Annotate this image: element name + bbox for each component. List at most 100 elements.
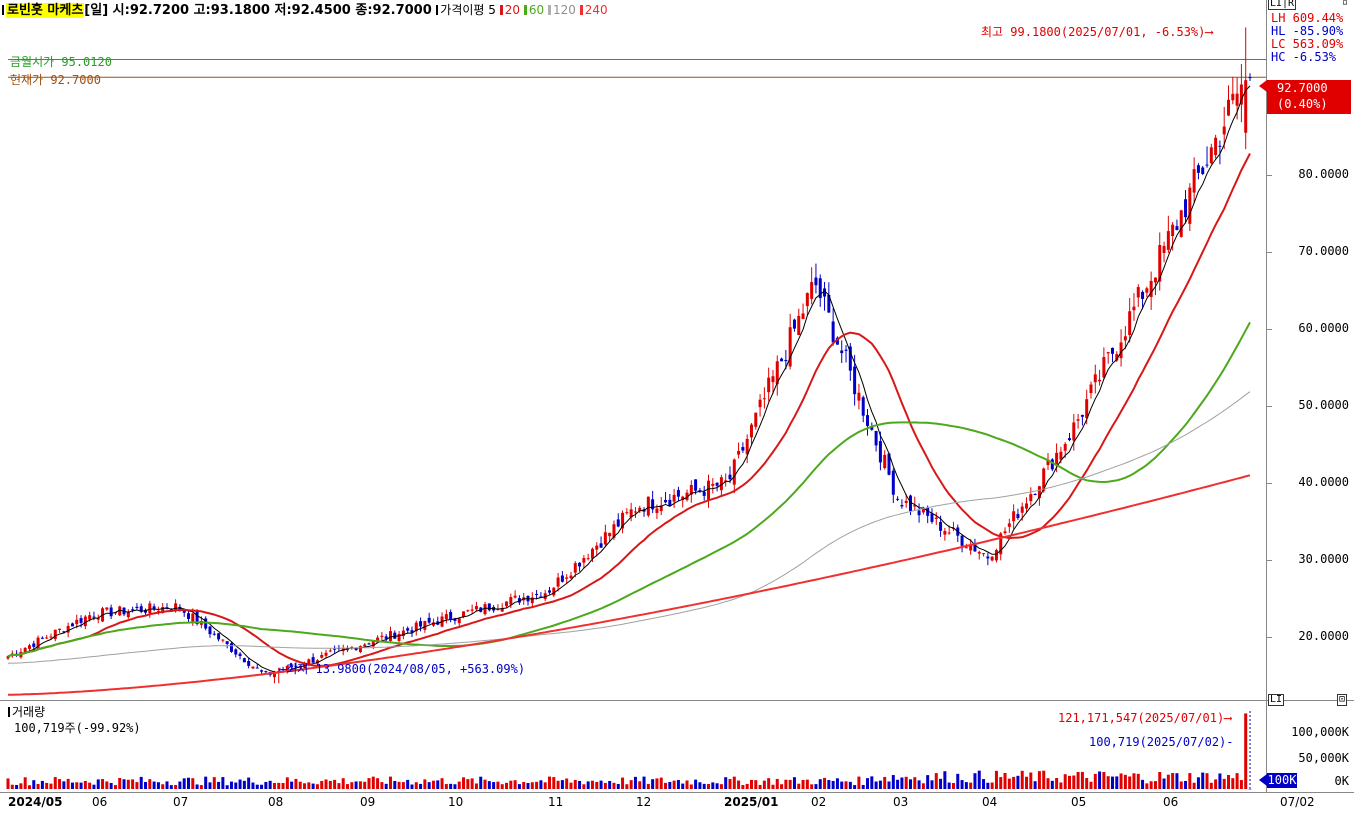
candle-body: [251, 666, 255, 669]
volume-bar: [951, 783, 955, 789]
volume-bar: [1149, 781, 1153, 789]
candle-body: [947, 532, 951, 534]
volume-bar: [947, 782, 951, 789]
volume-bar: [973, 773, 977, 789]
ma-title: 가격이평: [440, 3, 485, 17]
period-label[interactable]: [일]: [84, 3, 109, 18]
volume-bar: [58, 779, 62, 789]
volume-bar: [92, 784, 96, 789]
volume-axis[interactable]: LI ⊡ 100,000K 50,000K 100K 0K: [1259, 694, 1354, 793]
volume-bar: [1055, 777, 1059, 789]
candle-body: [633, 511, 637, 513]
volume-bar: [444, 784, 448, 789]
volume-bar: [642, 776, 646, 789]
candle-body: [186, 613, 190, 619]
stock-name[interactable]: 로빈훗 마케츠: [6, 3, 85, 18]
volume-chart-canvas[interactable]: [0, 700, 1266, 793]
candle-body: [367, 643, 371, 645]
volume-bar: [767, 778, 771, 789]
volume-bar: [75, 782, 79, 789]
volume-bar: [659, 777, 663, 789]
candle-body: [681, 496, 685, 500]
volume-bar: [728, 779, 732, 789]
candle-body: [818, 278, 822, 299]
candle-body: [354, 648, 358, 651]
candle-body: [1162, 245, 1166, 253]
candle-body: [827, 294, 831, 313]
candle-body: [294, 665, 298, 667]
volume-bar: [1093, 773, 1097, 789]
candle-body: [376, 637, 380, 643]
candle-body: [848, 346, 852, 371]
candle-body: [272, 672, 276, 678]
price-chart-canvas[interactable]: [0, 0, 1266, 700]
volume-bar: [578, 780, 582, 789]
price-tick-mark: [1267, 329, 1272, 331]
candle-body: [53, 629, 57, 640]
volume-bar: [771, 784, 775, 789]
volume-value: 100,719주(-99.92%): [14, 721, 141, 735]
candle-body: [754, 412, 758, 427]
volume-bar: [857, 776, 861, 789]
price-axis[interactable]: LI|R ▫ LH 609.44% HL -85.90% LC 563.09% …: [1259, 0, 1354, 700]
ma-legend[interactable]: 가격이평 5 20 60 120 240: [436, 3, 608, 17]
volume-bar: [225, 785, 229, 789]
candle-body: [58, 628, 62, 630]
volume-bar: [268, 780, 272, 789]
date-tick: 05: [1071, 795, 1087, 809]
high-price: 고:93.1800: [193, 3, 270, 18]
ma240-swatch: [579, 5, 583, 15]
candle-body: [315, 660, 319, 664]
volume-bar: [655, 778, 659, 789]
volume-bar: [960, 780, 964, 789]
date-axis[interactable]: 2024/05 06 07 08 09 10 11 12 2025/01 02 03 04 05 06 0…: [0, 792, 1354, 814]
ma5-line: [7, 85, 1251, 674]
candle-body: [238, 653, 242, 657]
candle-body: [466, 610, 470, 612]
maximize-icon[interactable]: ▫: [1341, 0, 1350, 8]
volume-bar: [346, 784, 350, 789]
volume-panel[interactable]: 거래량 100,719주(-99.92%) 121,171,547(2025/0…: [0, 694, 1354, 793]
candle-body: [702, 491, 706, 496]
volume-bar: [118, 777, 122, 789]
volume-bar: [1042, 770, 1046, 789]
volume-bar: [474, 783, 478, 789]
candle-body: [6, 656, 10, 659]
volume-bar: [1196, 777, 1200, 789]
volume-bar: [144, 781, 148, 789]
volume-bar: [204, 776, 208, 789]
candle-body: [926, 507, 930, 516]
candle-body: [943, 530, 947, 535]
volume-bar: [513, 780, 517, 789]
volume-bar: [6, 778, 10, 789]
candle-body: [1171, 224, 1175, 237]
volume-bar: [1145, 783, 1149, 789]
volume-bar: [148, 779, 152, 789]
candle-body: [994, 550, 998, 561]
candle-body: [36, 637, 40, 650]
volume-bar: [1153, 781, 1157, 789]
volume-window-buttons[interactable]: LI: [1268, 694, 1285, 706]
candle-body: [801, 313, 805, 319]
volume-bar: [397, 781, 401, 789]
volume-bar: [792, 777, 796, 789]
close-panel-icon[interactable]: ⊡: [1337, 694, 1348, 706]
stat-hl: HL -85.90%: [1271, 24, 1344, 38]
candle-body: [406, 628, 410, 631]
candle-body: [960, 535, 964, 546]
candle-body: [260, 670, 264, 672]
price-chart-panel[interactable]: 로빈훗 마케츠[일] 시:92.7200 고:93.1800 저:92.4500…: [0, 0, 1354, 700]
chart-window-buttons[interactable]: LI|R: [1268, 0, 1297, 10]
candle-body: [1158, 245, 1162, 282]
candle-body: [719, 477, 723, 491]
candle-body: [1115, 354, 1119, 361]
candle-body: [745, 438, 749, 455]
volume-bar: [1068, 775, 1072, 789]
volume-bar: [470, 778, 474, 789]
volume-bar: [964, 782, 968, 789]
candle-body: [797, 315, 801, 336]
price-tick: 40.0000: [1298, 475, 1349, 489]
candle-body: [1235, 93, 1239, 106]
volume-bar: [195, 784, 199, 789]
candle-body: [27, 645, 31, 649]
